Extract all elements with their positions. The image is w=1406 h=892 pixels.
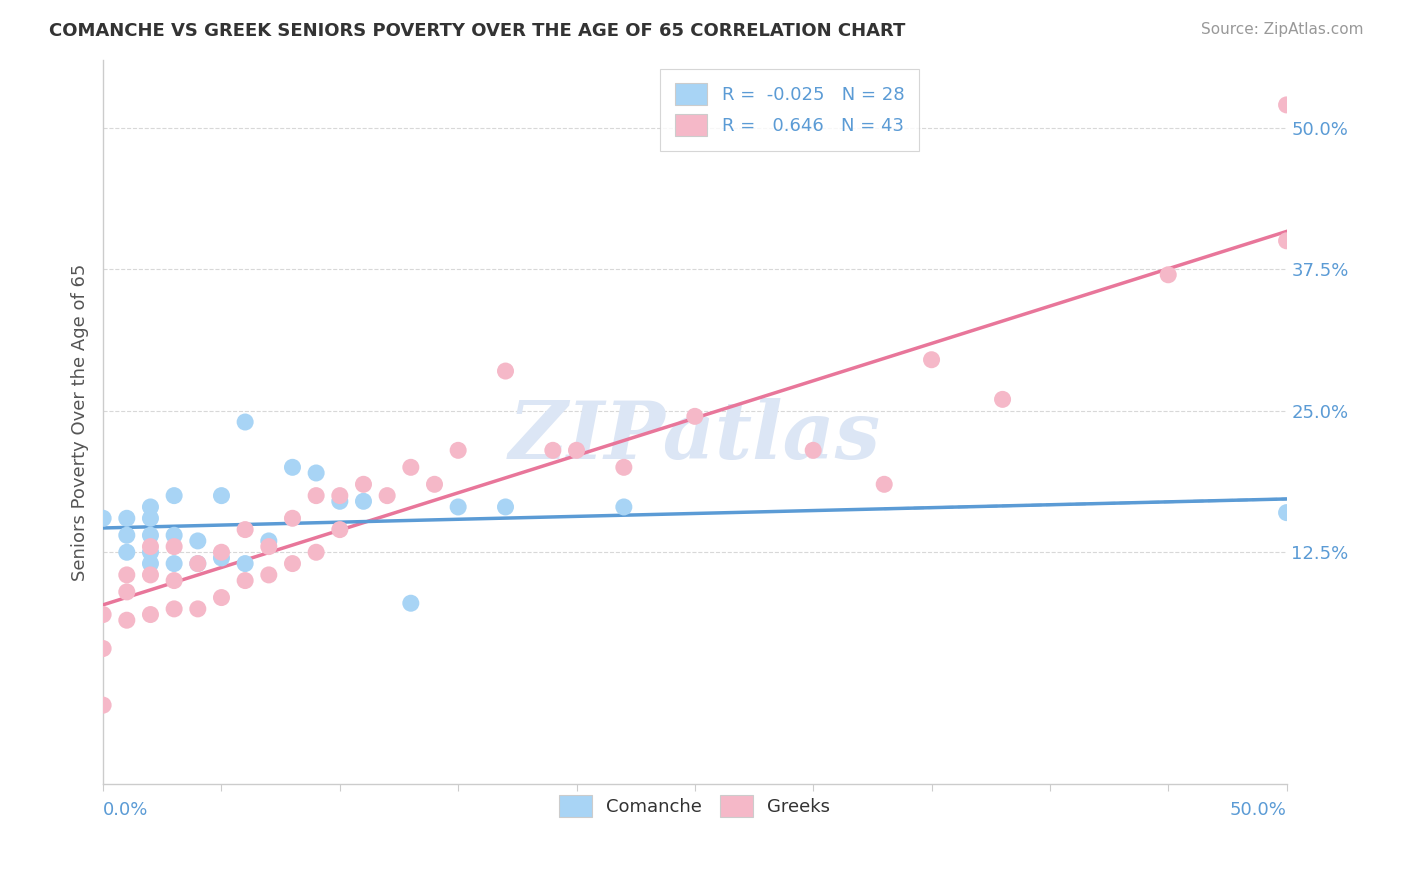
Text: ZIPatlas: ZIPatlas [509, 398, 882, 475]
Point [163, 602, 186, 616]
Point [139, 511, 162, 525]
Point [281, 460, 304, 475]
Point [139, 528, 162, 542]
Point [139, 557, 162, 571]
Point [257, 540, 280, 554]
Point [233, 523, 256, 537]
Point [495, 364, 517, 378]
Point [991, 392, 1014, 407]
Point [281, 557, 304, 571]
Point [541, 443, 564, 458]
Point [305, 545, 328, 559]
Point [163, 528, 186, 542]
Point [399, 460, 422, 475]
Point [233, 557, 256, 571]
Point [353, 494, 375, 508]
Point [233, 574, 256, 588]
Point [353, 477, 375, 491]
Point [1157, 268, 1180, 282]
Point [163, 574, 186, 588]
Point [187, 533, 209, 548]
Point [91, 641, 114, 656]
Point [115, 585, 138, 599]
Point [91, 511, 114, 525]
Point [329, 489, 352, 503]
Point [115, 511, 138, 525]
Point [163, 489, 186, 503]
Point [565, 443, 588, 458]
Point [115, 568, 138, 582]
Point [613, 500, 636, 514]
Point [187, 557, 209, 571]
Text: Source: ZipAtlas.com: Source: ZipAtlas.com [1201, 22, 1364, 37]
Point [211, 489, 233, 503]
Point [1275, 98, 1298, 112]
Point [801, 443, 824, 458]
Point [115, 545, 138, 559]
Point [163, 557, 186, 571]
Point [921, 352, 943, 367]
Point [873, 477, 896, 491]
Legend: Comanche, Greeks: Comanche, Greeks [550, 786, 839, 826]
Point [329, 523, 352, 537]
Point [399, 596, 422, 610]
Point [447, 500, 470, 514]
Point [187, 557, 209, 571]
Point [139, 540, 162, 554]
Point [613, 460, 636, 475]
Point [281, 511, 304, 525]
Point [163, 540, 186, 554]
Y-axis label: Seniors Poverty Over the Age of 65: Seniors Poverty Over the Age of 65 [72, 263, 89, 581]
Point [139, 607, 162, 622]
Point [423, 477, 446, 491]
Point [211, 550, 233, 565]
Point [233, 415, 256, 429]
Point [139, 500, 162, 514]
Point [257, 533, 280, 548]
Point [495, 500, 517, 514]
Text: 50.0%: 50.0% [1230, 801, 1286, 820]
Point [139, 568, 162, 582]
Point [91, 698, 114, 713]
Point [1275, 506, 1298, 520]
Point [211, 545, 233, 559]
Point [187, 602, 209, 616]
Point [257, 568, 280, 582]
Point [1275, 234, 1298, 248]
Point [91, 607, 114, 622]
Point [305, 466, 328, 480]
Point [115, 613, 138, 627]
Text: 0.0%: 0.0% [103, 801, 149, 820]
Point [683, 409, 706, 424]
Point [305, 489, 328, 503]
Point [115, 528, 138, 542]
Point [447, 443, 470, 458]
Point [375, 489, 398, 503]
Point [329, 494, 352, 508]
Point [139, 545, 162, 559]
Point [211, 591, 233, 605]
Text: COMANCHE VS GREEK SENIORS POVERTY OVER THE AGE OF 65 CORRELATION CHART: COMANCHE VS GREEK SENIORS POVERTY OVER T… [49, 22, 905, 40]
